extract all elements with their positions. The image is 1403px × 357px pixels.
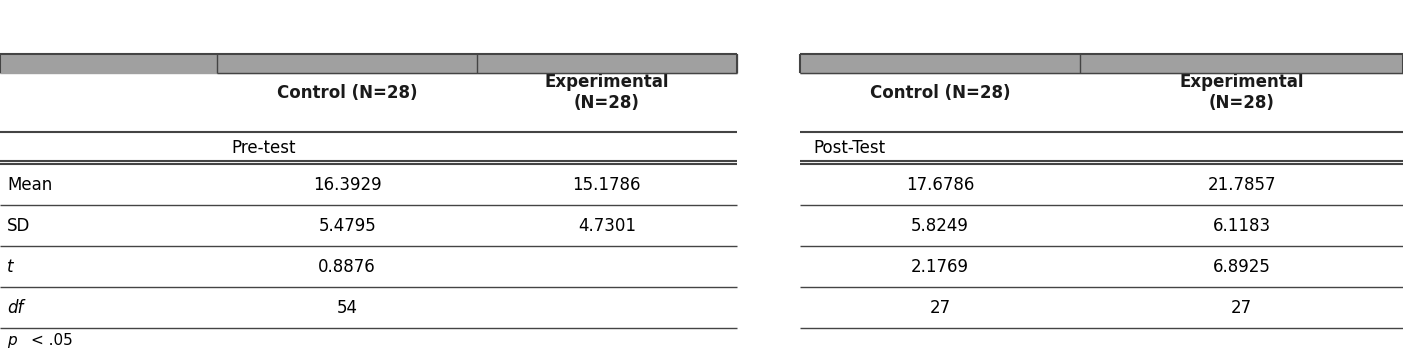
Text: Experimental
(N=28): Experimental (N=28) <box>544 74 669 112</box>
Text: Experimental
(N=28): Experimental (N=28) <box>1180 74 1303 112</box>
Text: 0.8876: 0.8876 <box>318 258 376 276</box>
Text: df: df <box>7 299 24 317</box>
Text: t: t <box>7 258 14 276</box>
Text: 5.8249: 5.8249 <box>911 217 969 235</box>
Text: 21.7857: 21.7857 <box>1208 176 1275 194</box>
Text: Control (N=28): Control (N=28) <box>870 84 1010 102</box>
Text: 4.7301: 4.7301 <box>578 217 636 235</box>
Text: Mean: Mean <box>7 176 52 194</box>
Text: 2.1769: 2.1769 <box>911 258 969 276</box>
Text: p: p <box>7 333 17 348</box>
Text: SD: SD <box>7 217 31 235</box>
Bar <box>800 54 1403 73</box>
Bar <box>0 54 737 73</box>
Text: 54: 54 <box>337 299 358 317</box>
Text: 27: 27 <box>1230 299 1253 317</box>
Text: 17.6786: 17.6786 <box>906 176 974 194</box>
Text: 16.3929: 16.3929 <box>313 176 382 194</box>
Text: Control (N=28): Control (N=28) <box>276 84 418 102</box>
Text: < .05: < .05 <box>31 333 73 348</box>
Text: 15.1786: 15.1786 <box>572 176 641 194</box>
Text: 6.8925: 6.8925 <box>1212 258 1271 276</box>
Text: Pre-test: Pre-test <box>231 139 296 157</box>
Text: 6.1183: 6.1183 <box>1212 217 1271 235</box>
Text: 5.4795: 5.4795 <box>318 217 376 235</box>
Text: Post-Test: Post-Test <box>814 139 885 157</box>
Text: 27: 27 <box>929 299 951 317</box>
